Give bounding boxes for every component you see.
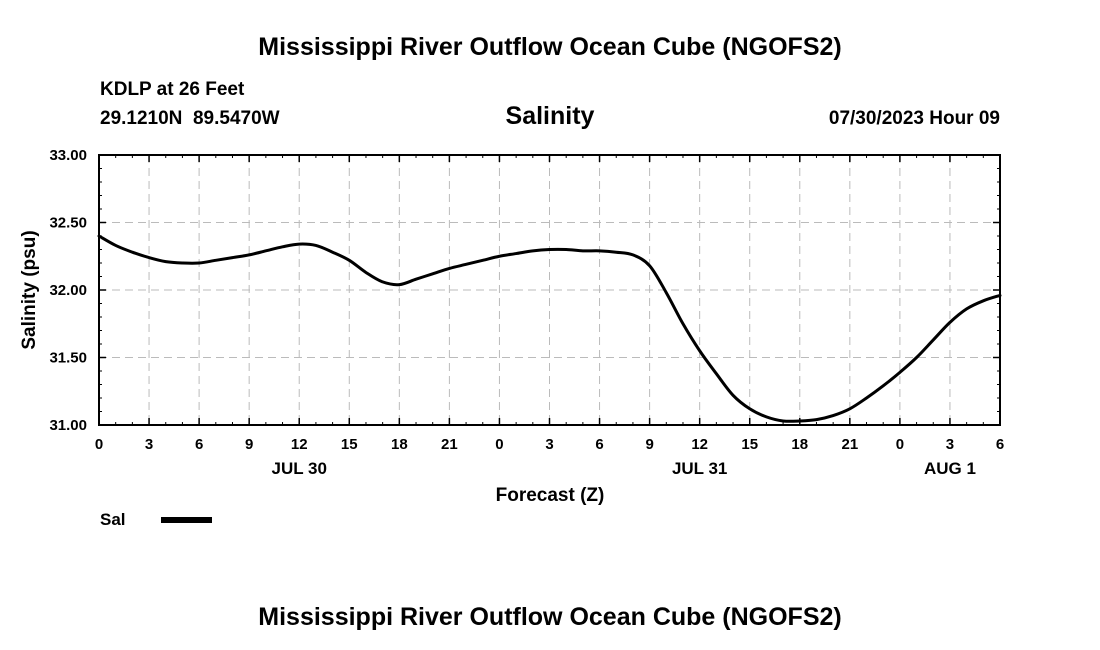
date-label: JUL 31 <box>672 459 727 478</box>
y-axis-label: Salinity (psu) <box>19 230 40 349</box>
x-tick-label: 18 <box>391 436 408 453</box>
y-tick-labels: 31.00 31.50 32.00 32.50 33.00 <box>49 147 87 434</box>
x-tick-label: 3 <box>145 436 153 453</box>
date-label: JUL 30 <box>271 459 326 478</box>
x-tick-label: 12 <box>691 436 708 453</box>
x-tick-label: 9 <box>645 436 653 453</box>
x-tick-label: 21 <box>841 436 858 453</box>
location-label: 29.1210N 89.5470W <box>100 108 280 129</box>
chart-subtitle: Salinity <box>506 102 595 130</box>
x-tick-label: 6 <box>996 436 1004 453</box>
x-tick-label: 3 <box>545 436 553 453</box>
x-tick-label: 15 <box>341 436 358 453</box>
station-label: KDLP at 26 Feet <box>100 79 245 100</box>
date-label: AUG 1 <box>924 459 976 478</box>
x-tick-label: 21 <box>441 436 458 453</box>
x-tick-label: 0 <box>95 436 103 453</box>
x-tick-label: 12 <box>291 436 308 453</box>
x-tick-labels: 0 3 6 9 12 15 18 21 0 3 6 9 12 15 18 21 0 3 6 <box>95 436 1004 453</box>
x-tick-label: 6 <box>595 436 603 453</box>
x-tick-label: 9 <box>245 436 253 453</box>
x-tick-label: 0 <box>495 436 503 453</box>
plot-frame <box>98 154 1001 426</box>
timestamp-label: 07/30/2023 Hour 09 <box>829 108 1000 129</box>
x-tick-label: 6 <box>195 436 203 453</box>
chart-title: Mississippi River Outflow Ocean Cube (NG… <box>258 33 841 61</box>
y-tick-label: 33.00 <box>49 147 87 164</box>
footer-title: Mississippi River Outflow Ocean Cube (NG… <box>258 603 841 631</box>
x-tick-label: 3 <box>946 436 954 453</box>
y-tick-label: 32.50 <box>49 215 87 232</box>
x-tick-label: 0 <box>896 436 904 453</box>
x-tick-label: 18 <box>791 436 808 453</box>
date-labels: JUL 30 JUL 31 AUG 1 <box>271 459 975 478</box>
legend-label: Sal <box>100 510 126 529</box>
y-tick-label: 31.00 <box>49 417 87 434</box>
x-tick-label: 15 <box>741 436 758 453</box>
series-layer <box>97 234 1002 423</box>
x-axis-label: Forecast (Z) <box>496 485 605 506</box>
series-line-sal <box>97 234 1002 423</box>
y-tick-label: 32.00 <box>49 282 87 299</box>
y-tick-label: 31.50 <box>49 350 87 367</box>
grid-lines <box>99 155 1000 425</box>
